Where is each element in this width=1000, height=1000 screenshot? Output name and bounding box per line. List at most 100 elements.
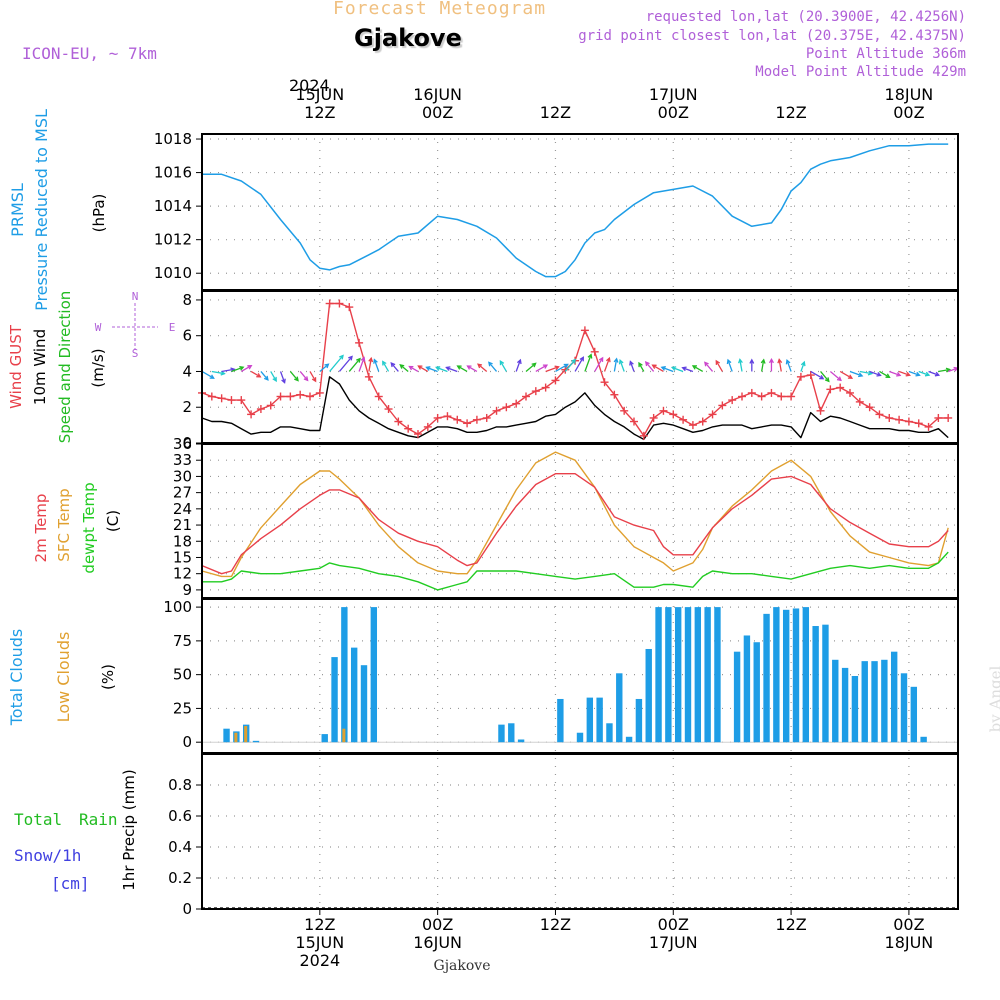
wind-direction-arrow xyxy=(786,360,792,372)
wind-arrow-head xyxy=(905,371,911,377)
total-cloud-bar xyxy=(370,607,378,743)
wind-direction-arrow xyxy=(545,366,559,373)
wind-direction-arrow xyxy=(652,364,664,373)
credit-watermark: by Angel xyxy=(986,665,1000,733)
wind-direction-arrow xyxy=(390,362,399,372)
wind-arrow-head xyxy=(885,373,891,378)
wind-direction-arrow xyxy=(240,365,252,373)
total-cloud-bar xyxy=(331,657,338,743)
wind-direction-arrow xyxy=(908,370,920,376)
wind-arrow-head xyxy=(704,361,709,367)
wind-arrow-head xyxy=(824,377,830,383)
wind-arrow-head xyxy=(488,361,493,367)
wind-unit-label: (m/s) xyxy=(89,348,107,387)
wind-direction-arrow xyxy=(810,370,824,380)
total-cloud-bar xyxy=(841,667,849,743)
prmsl-label: PRMSL xyxy=(8,183,27,237)
wind-arrow-head xyxy=(499,360,505,366)
low-cloud-bar xyxy=(244,725,248,743)
wind-direction-arrow xyxy=(358,357,365,372)
wind-direction-arrow xyxy=(800,361,805,372)
y-tick-label: 0 xyxy=(182,733,192,751)
y-tick-label: 0.8 xyxy=(168,776,192,794)
total-cloud-bar xyxy=(223,728,230,743)
total-cloud-bar xyxy=(743,635,751,743)
wind-direction-arrow xyxy=(672,366,684,373)
dewpoint-line xyxy=(202,551,949,591)
wind-direction-arrow xyxy=(260,371,269,381)
wind-direction-arrow xyxy=(889,370,901,377)
wind-arrow-head xyxy=(272,376,277,383)
wind-direction-arrow xyxy=(436,366,448,373)
wind-direction-arrow xyxy=(584,354,592,372)
compass-s-label: S xyxy=(132,347,139,360)
total-cloud-bar xyxy=(753,642,760,743)
y-tick-label: 100 xyxy=(163,598,192,616)
top-year-label: 2024 xyxy=(289,76,330,95)
wind-direction-arrow xyxy=(289,371,299,381)
total-cloud-bar xyxy=(625,736,633,743)
wind-direction-arrow xyxy=(820,371,830,382)
bottom-time-label: 00Z xyxy=(422,915,453,934)
wind-direction-arrow xyxy=(309,371,317,382)
y-tick-label: 12 xyxy=(173,565,192,583)
wind-10m-label: 10m Wind xyxy=(31,329,49,405)
top-time-label: 12Z xyxy=(304,103,335,122)
y-tick-label: 0.6 xyxy=(168,807,192,825)
top-time-label: 16JUN xyxy=(413,85,462,104)
wind-direction-arrow xyxy=(613,358,618,372)
wind-arrow-head xyxy=(390,362,396,368)
wind-arrow-head xyxy=(896,371,902,377)
wind-arrow-head xyxy=(417,365,423,370)
y-tick-label: 30 xyxy=(173,467,192,485)
wind-arrow-head xyxy=(554,365,560,371)
wind-arrow-head xyxy=(858,372,864,378)
compass-w-label: W xyxy=(95,321,102,334)
wind-direction-arrow xyxy=(839,370,853,379)
wind-direction-arrow xyxy=(319,363,329,372)
location-title: Gjakove xyxy=(354,24,462,52)
pressure-unit-label: (hPa) xyxy=(90,194,108,233)
wind-speed-dir-label: Speed and Direction xyxy=(56,291,74,444)
wind-arrow-head xyxy=(339,354,344,360)
wind-arrow-head xyxy=(670,366,677,371)
wind-direction-arrow xyxy=(201,370,214,379)
y-tick-label: 75 xyxy=(173,632,192,650)
wind-direction-arrow xyxy=(338,356,353,372)
wind-direction-arrow xyxy=(382,361,390,372)
wind-arrow-head xyxy=(477,363,483,369)
total-cloud-bar xyxy=(252,740,260,743)
wind-speed-line xyxy=(201,376,949,441)
y-tick-label: 4 xyxy=(182,362,192,380)
wind-gust-line xyxy=(201,302,949,437)
wind-direction-arrow xyxy=(499,360,507,372)
wind-arrow-head xyxy=(737,358,743,364)
wind-arrow-head xyxy=(425,366,431,371)
wind-arrow-head xyxy=(516,358,522,365)
wind-arrow-head xyxy=(691,365,697,370)
wind-direction-arrow xyxy=(829,370,842,381)
wind-direction-arrow xyxy=(760,359,765,372)
point-altitude: Point Altitude 366m xyxy=(805,46,966,62)
total-cloud-bar xyxy=(341,607,348,743)
y-tick-label: 1016 xyxy=(154,164,192,182)
top-time-label: 00Z xyxy=(658,103,689,122)
total-clouds-label: Total Clouds xyxy=(7,629,26,727)
wind-direction-arrow xyxy=(938,368,950,373)
bottom-time-label: 15JUN xyxy=(295,933,344,952)
wind-arrow-head xyxy=(263,375,269,381)
wind-arrow-head xyxy=(579,356,584,362)
wind-direction-arrow xyxy=(231,366,244,373)
total-cloud-bar xyxy=(792,608,800,743)
y-tick-label: 8 xyxy=(182,291,192,309)
total-cloud-bar xyxy=(606,723,613,743)
wind-direction-arrow xyxy=(515,359,521,372)
wind-arrow-head xyxy=(876,371,882,377)
y-tick-label: 0 xyxy=(182,434,192,452)
total-cloud-bar xyxy=(832,659,839,743)
wind-direction-arrow xyxy=(947,367,958,373)
wind-arrow-head xyxy=(348,355,353,361)
total-cloud-bar xyxy=(871,661,878,743)
wind-arrow-head xyxy=(294,376,299,382)
